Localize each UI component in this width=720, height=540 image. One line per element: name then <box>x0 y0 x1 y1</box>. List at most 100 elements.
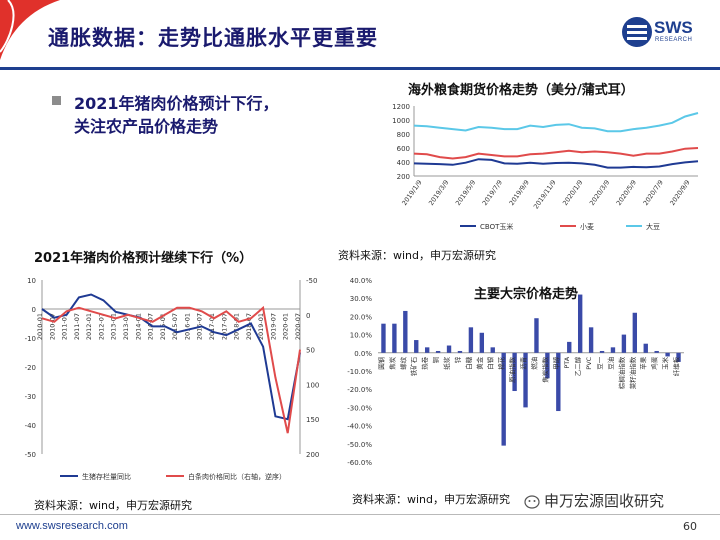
x-tick-label: 2012-07 <box>97 313 105 340</box>
y-tick-label: -60.0% <box>347 459 372 467</box>
x-tick-label: 2020-07 <box>294 313 302 340</box>
category-label: PTA <box>563 356 571 368</box>
bar <box>523 352 528 408</box>
x-tick-label: 2020/3/9 <box>588 179 611 208</box>
footer-rule <box>0 514 720 515</box>
bullet-icon <box>52 96 61 105</box>
y-tick-label: 10 <box>27 277 36 285</box>
bar <box>632 312 638 353</box>
y-right-tick-label: -50 <box>306 277 317 285</box>
x-tick-label: 2019/1/9 <box>400 179 423 208</box>
y-tick-label: -40.0% <box>347 423 372 431</box>
category-label: 白银 <box>486 356 495 370</box>
y-tick-label: -40 <box>25 422 36 430</box>
bar <box>435 350 441 353</box>
x-tick-label: 2020/9/9 <box>668 179 691 208</box>
category-label: 棉花 <box>497 356 506 370</box>
bar <box>479 332 485 353</box>
x-tick-label: 2020/1/9 <box>561 179 584 208</box>
x-tick-label: 2019/3/9 <box>427 179 450 208</box>
footer-url[interactable]: www.swsresearch.com <box>16 520 128 532</box>
bar <box>403 310 408 353</box>
category-label: 乙二醇 <box>573 356 582 376</box>
category-label: 焦炭指数 <box>540 356 549 383</box>
y-tick-label: 0.0% <box>354 350 372 358</box>
series-line <box>41 293 301 421</box>
y-tick-label: -10.0% <box>347 368 372 376</box>
x-tick-label: 2019/9/9 <box>508 179 531 208</box>
x-tick-label: 2020/5/9 <box>615 179 638 208</box>
y-tick-label: 20.0% <box>350 313 373 321</box>
series-line <box>413 158 699 169</box>
y-tick-label: 40.0% <box>350 277 373 285</box>
category-label: 焦炭 <box>387 356 396 370</box>
logo-subtext: RESEARCH <box>655 37 693 43</box>
y-tick-label: 1000 <box>392 117 410 125</box>
bar <box>457 350 463 353</box>
x-tick-label: 2016-01 <box>183 313 191 340</box>
x-tick-label: 2013-01 <box>110 313 118 340</box>
y-tick-label: -20.0% <box>347 386 372 394</box>
category-label: PVC <box>585 356 593 369</box>
category-label: 铜 <box>431 356 440 363</box>
category-label: 热卷 <box>420 356 429 370</box>
x-tick-label: 2019-07 <box>269 313 277 340</box>
y-right-tick-label: 100 <box>306 381 319 389</box>
x-tick-label: 2014-01 <box>134 313 142 340</box>
category-label: 纸浆 <box>442 356 451 370</box>
y-tick-label: -30 <box>25 393 36 401</box>
pork-price-chart: 100-10-20-30-40-50-500501001502002010-01… <box>25 277 320 481</box>
title-rule <box>0 67 720 70</box>
y-tick-label: 400 <box>397 159 410 167</box>
x-tick-label: 2011-01 <box>61 313 69 340</box>
y-tick-label: 1200 <box>392 103 410 111</box>
x-tick-label: 2019/11/9 <box>532 179 558 211</box>
bar <box>567 341 572 353</box>
x-tick-label: 2020-01 <box>282 313 290 340</box>
pork-source: 资料来源：wind，申万宏源研究 <box>34 499 193 512</box>
bar <box>556 352 561 412</box>
x-tick-label: 2012-01 <box>85 313 93 340</box>
x-tick-label: 2010-07 <box>48 313 56 340</box>
wechat-icon <box>524 495 540 509</box>
category-label: 黄金 <box>475 356 484 370</box>
y-tick-label: 600 <box>397 145 410 153</box>
x-tick-label: 2017-07 <box>220 313 228 340</box>
category-label: 鸡蛋 <box>650 356 659 370</box>
y-tick-label: -50.0% <box>347 441 372 449</box>
bar <box>424 347 430 353</box>
x-tick-label: 2018-07 <box>245 313 253 340</box>
bar <box>392 323 397 353</box>
category-label: 棕榈油指数 <box>617 356 626 389</box>
category-label: 豆油 <box>606 357 615 370</box>
y-tick-label: -30.0% <box>347 404 372 412</box>
series-line <box>413 147 699 160</box>
commodities-chart-title: 主要大宗价格走势 <box>474 287 579 302</box>
category-label: 沥青 <box>519 356 528 370</box>
slide-title: 通胀数据：走势比通胀水平更重要 <box>48 26 378 50</box>
category-label: 原油指数 <box>508 356 517 383</box>
y-right-tick-label: 50 <box>306 347 315 355</box>
category-label: 螺纹 <box>398 356 407 370</box>
y-tick-label: 0 <box>32 306 36 314</box>
grain-chart-title: 海外粮食期货价格走势（美分/蒲式耳） <box>408 83 634 98</box>
y-tick-label: 800 <box>397 131 410 139</box>
category-label: 豆一 <box>596 356 604 370</box>
x-tick-label: 2020/7/9 <box>642 179 665 208</box>
bar <box>381 323 386 353</box>
category-label: 燃油 <box>529 357 538 370</box>
category-label: 圆钢 <box>377 356 385 370</box>
bar <box>621 334 627 353</box>
page-number: 60 <box>683 520 697 533</box>
bar <box>654 350 659 353</box>
grain-source: 资料来源：wind，申万宏源研究 <box>338 249 497 262</box>
commodities-source: 资料来源：wind，申万宏源研究 <box>352 493 511 506</box>
x-tick-label: 2014-07 <box>147 313 155 340</box>
y-tick-label: 200 <box>397 173 410 181</box>
category-label: 苹果 <box>639 356 648 370</box>
x-tick-label: 2019-01 <box>257 313 265 340</box>
logo-text: SWS <box>654 18 693 37</box>
bar <box>599 350 605 353</box>
bar <box>588 327 594 353</box>
x-tick-label: 2019/5/9 <box>454 179 477 208</box>
